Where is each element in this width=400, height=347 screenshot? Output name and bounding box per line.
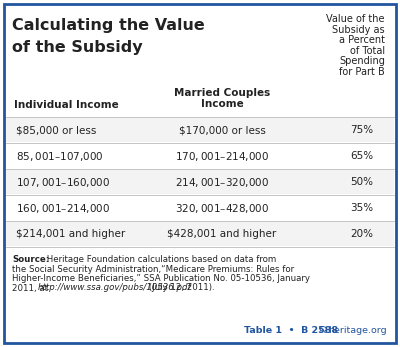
Text: Source:: Source: [12, 255, 49, 264]
Text: Spending: Spending [339, 56, 385, 66]
Text: 2011, at: 2011, at [12, 283, 51, 293]
Text: 65%: 65% [350, 151, 374, 161]
Text: $170,001–$214,000: $170,001–$214,000 [175, 150, 269, 162]
Text: $428,001 and higher: $428,001 and higher [167, 229, 277, 239]
Text: ☊: ☊ [318, 326, 326, 335]
Text: $85,000 or less: $85,000 or less [16, 125, 96, 135]
Text: 50%: 50% [350, 177, 374, 187]
Text: $320,001–$428,000: $320,001–$428,000 [175, 202, 269, 214]
Text: for Part B: for Part B [339, 67, 385, 76]
Text: 75%: 75% [350, 125, 374, 135]
Text: the Social Security Administration,“Medicare Premiums: Rules for: the Social Security Administration,“Medi… [12, 264, 294, 273]
Text: of Total: of Total [350, 45, 385, 56]
Bar [6, 222, 394, 246]
Text: Married Couples: Married Couples [174, 88, 270, 98]
Text: Individual Income: Individual Income [14, 100, 119, 110]
Text: $160,001–$214,000: $160,001–$214,000 [16, 202, 110, 214]
Text: $214,001–$320,000: $214,001–$320,000 [175, 176, 269, 188]
Text: (July 12, 2011).: (July 12, 2011). [146, 283, 215, 293]
Text: heritage.org: heritage.org [328, 326, 387, 335]
Text: Income: Income [201, 99, 243, 109]
Text: Table 1  •  B 2588: Table 1 • B 2588 [244, 326, 338, 335]
Text: Higher-Income Beneficiaries,” SSA Publication No. 05-10536, January: Higher-Income Beneficiaries,” SSA Public… [12, 274, 310, 283]
Text: Heritage Foundation calculations based on data from: Heritage Foundation calculations based o… [44, 255, 276, 264]
Text: a Percent: a Percent [339, 35, 385, 45]
Text: Value of the: Value of the [326, 14, 385, 24]
Text: 35%: 35% [350, 203, 374, 213]
Text: Subsidy as: Subsidy as [332, 25, 385, 34]
Text: Calculating the Value: Calculating the Value [12, 18, 205, 33]
Bar [6, 170, 394, 194]
Text: of the Subsidy: of the Subsidy [12, 40, 143, 55]
Text: $107,001–$160,000: $107,001–$160,000 [16, 176, 110, 188]
Bar [6, 118, 394, 142]
Text: $85,001–$107,000: $85,001–$107,000 [16, 150, 104, 162]
Text: http://www.ssa.gov/pubs/10536.pdf: http://www.ssa.gov/pubs/10536.pdf [38, 283, 192, 293]
Text: 20%: 20% [350, 229, 374, 239]
Text: $214,001 and higher: $214,001 and higher [16, 229, 125, 239]
Text: $170,000 or less: $170,000 or less [178, 125, 266, 135]
